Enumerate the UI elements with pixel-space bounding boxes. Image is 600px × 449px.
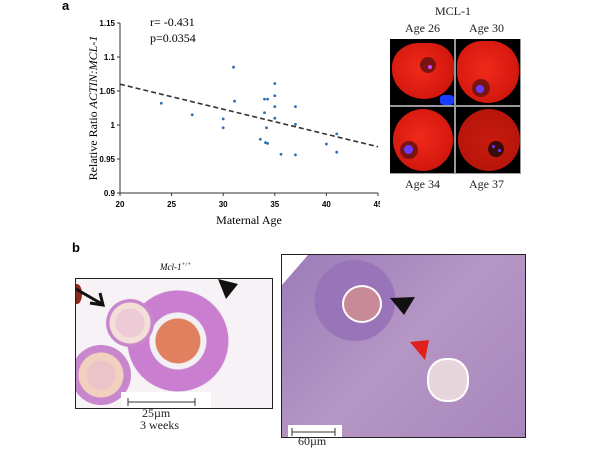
data-point <box>221 126 225 130</box>
data-point <box>294 122 297 126</box>
y-tick-label: 1.1 <box>104 53 116 62</box>
data-point <box>294 105 297 109</box>
r-value: r= -0.431 <box>150 15 195 29</box>
x-tick-label: 30 <box>219 200 228 209</box>
scale-bar-25um <box>127 398 196 406</box>
y-tick-label: 0.9 <box>104 189 116 198</box>
oocyte-image-age-37 <box>456 107 520 173</box>
scale-label-60um: 60µm <box>298 434 327 448</box>
data-point <box>221 117 225 121</box>
data-point <box>294 153 297 157</box>
age-label-3-weeks: 3 weeks <box>140 418 179 432</box>
black-arrowhead <box>390 297 415 315</box>
micrograph-ovary-section <box>281 254 526 438</box>
x-tick-label: 25 <box>167 200 176 209</box>
arrow <box>76 287 103 306</box>
data-point <box>335 150 339 154</box>
data-point <box>273 82 277 85</box>
label-age-30: Age 30 <box>469 21 504 35</box>
data-point <box>263 111 266 115</box>
oocyte-image-age-34 <box>390 107 454 173</box>
label-age-37: Age 37 <box>469 177 504 191</box>
genotype-label: Mcl-1+/+ <box>160 262 192 272</box>
y-tick-label: 1.15 <box>99 19 115 28</box>
scale-label-25um: 25µm <box>142 406 171 420</box>
oocyte-image-age-26 <box>390 39 454 105</box>
data-point <box>266 141 269 145</box>
data-point <box>273 94 277 98</box>
data-point <box>263 97 266 101</box>
data-point <box>335 132 339 136</box>
y-tick-label: 1.05 <box>99 87 115 96</box>
data-point <box>232 65 235 69</box>
scale-bar-60um <box>291 428 336 436</box>
y-tick-label: 1 <box>111 121 116 130</box>
panel-a-letter: a <box>62 0 70 13</box>
x-tick-label: 40 <box>322 200 331 209</box>
label-age-26: Age 26 <box>405 21 440 35</box>
panel-b-letter: b <box>72 240 80 255</box>
fluorescence-grid <box>390 39 521 174</box>
x-axis-label: Maternal Age <box>216 213 282 227</box>
x-tick-label: 35 <box>270 200 279 209</box>
oocyte-image-age-30 <box>456 39 520 105</box>
data-point <box>258 137 262 141</box>
p-value: p=0.0354 <box>150 31 196 45</box>
data-point <box>273 105 277 109</box>
data-point <box>159 101 163 105</box>
chart-axes <box>119 23 378 194</box>
x-tick-label: 45 <box>374 200 380 209</box>
scatter-chart: 20 25 30 35 40 45 0.9 0.95 1 1.05 1.1 1.15 r= -0.43… <box>86 15 380 227</box>
chart-points <box>159 65 339 157</box>
y-axis-label: Relative Ratio ACTIN:MCL-1 <box>86 36 100 181</box>
data-point <box>265 126 268 130</box>
data-point <box>273 116 277 120</box>
data-point <box>233 99 236 103</box>
data-point <box>266 97 269 101</box>
data-point <box>190 113 194 117</box>
chart-ticks: 20 25 30 35 40 45 0.9 0.95 1 1.05 1.1 1.15 <box>99 19 380 209</box>
label-age-34: Age 34 <box>405 177 440 191</box>
fluor-title: MCL-1 <box>435 4 471 18</box>
data-point <box>279 152 283 156</box>
micrograph-mcl1-3-weeks <box>75 278 273 409</box>
data-point <box>325 142 328 146</box>
trendline <box>119 83 379 148</box>
x-tick-label: 20 <box>116 200 125 209</box>
black-arrowhead <box>218 279 238 299</box>
red-arrowhead <box>410 340 429 360</box>
y-tick-label: 0.95 <box>99 155 115 164</box>
